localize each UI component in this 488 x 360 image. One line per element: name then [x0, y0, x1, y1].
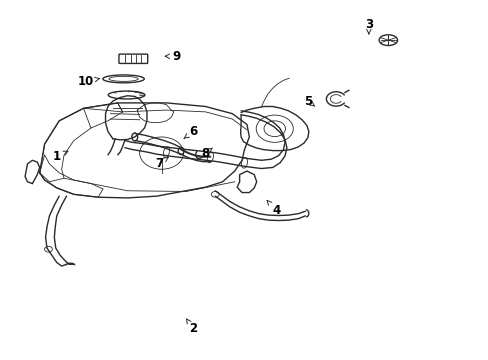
- Text: 4: 4: [266, 201, 280, 217]
- Text: 8: 8: [201, 147, 212, 159]
- Text: 7: 7: [155, 157, 168, 170]
- Text: 5: 5: [303, 95, 314, 108]
- Text: 2: 2: [186, 319, 197, 335]
- Text: 10: 10: [78, 75, 100, 88]
- Text: 6: 6: [183, 125, 197, 138]
- Text: 1: 1: [53, 150, 68, 163]
- Text: 9: 9: [165, 50, 180, 63]
- Text: 3: 3: [364, 18, 372, 34]
